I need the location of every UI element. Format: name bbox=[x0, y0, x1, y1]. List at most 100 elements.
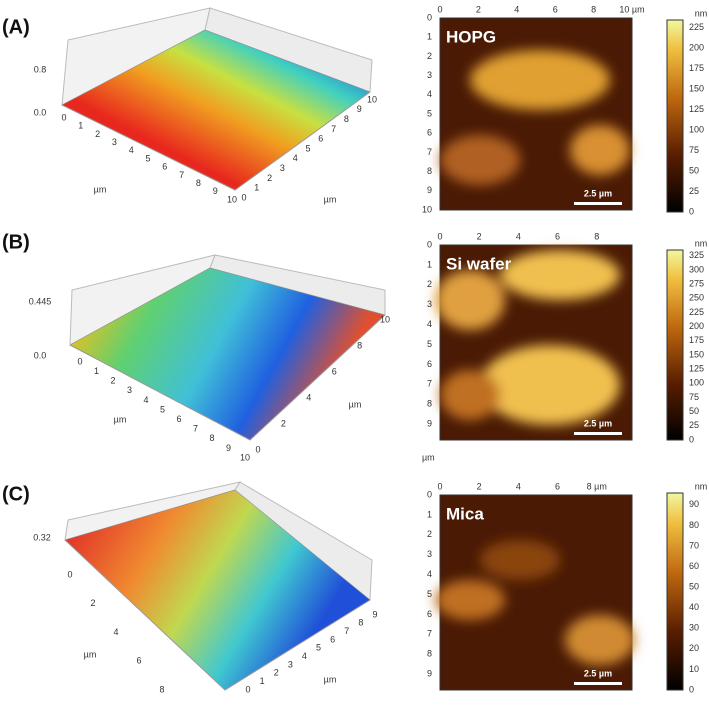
axis-tick-label: 10 bbox=[240, 452, 250, 462]
axis-tick-label: 2 bbox=[267, 173, 272, 183]
top-tick-label: 2 bbox=[476, 4, 481, 14]
axis-tick-label: 4 bbox=[143, 395, 148, 405]
left-tick-label: 0 bbox=[427, 489, 432, 499]
left-tick-label: 3 bbox=[427, 549, 432, 559]
axis-tick-label: 0 bbox=[67, 569, 72, 579]
axis-tick-label: 8 bbox=[358, 618, 363, 628]
scale-bar bbox=[574, 432, 622, 435]
colorbar bbox=[666, 492, 684, 691]
axis-unit: µm bbox=[94, 184, 107, 194]
colorbar-tick-label: 150 bbox=[689, 349, 704, 359]
colorbar-tick-label: 30 bbox=[689, 623, 699, 633]
axis-tick-label: 7 bbox=[179, 170, 184, 180]
colorbar-tick-label: 75 bbox=[689, 145, 699, 155]
panel-label: (B) bbox=[2, 231, 30, 253]
top-tick-label: 6 bbox=[553, 4, 558, 14]
z-tick-label: 0.0 bbox=[34, 107, 47, 117]
left-tick-label: 0 bbox=[427, 12, 432, 22]
axis-tick-label: 10 bbox=[227, 194, 237, 204]
colorbar-tick-label: 225 bbox=[689, 307, 704, 317]
left-tick-label: 2 bbox=[427, 529, 432, 539]
axis-tick-label: 10 bbox=[367, 94, 377, 104]
left-tick-label: 7 bbox=[427, 147, 432, 157]
scale-bar-label: 2.5 µm bbox=[584, 418, 612, 428]
afm-feature bbox=[435, 580, 505, 620]
axis-tick-label: 6 bbox=[330, 634, 335, 644]
left-tick-label: 5 bbox=[427, 339, 432, 349]
left-tick-label: 4 bbox=[427, 319, 432, 329]
axis-tick-label: 6 bbox=[176, 414, 181, 424]
top-tick-label: 8 µm bbox=[587, 481, 607, 491]
colorbar-unit: nm bbox=[695, 8, 708, 18]
axis-tick-label: 8 bbox=[357, 340, 362, 350]
axis-tick-label: 0 bbox=[77, 356, 82, 366]
afm-feature bbox=[480, 540, 560, 580]
top-tick-label: 4 bbox=[516, 481, 521, 491]
colorbar-tick-label: 0 bbox=[689, 206, 694, 216]
afm-feature bbox=[480, 345, 620, 425]
z-tick-label: 0.0 bbox=[34, 350, 47, 360]
colorbar-tick-label: 0 bbox=[689, 434, 694, 444]
colorbar-tick-label: 40 bbox=[689, 602, 699, 612]
axis-tick-label: 0 bbox=[255, 444, 260, 454]
left-tick-label: 1 bbox=[427, 509, 432, 519]
axis-tick-label: 9 bbox=[226, 443, 231, 453]
colorbar bbox=[666, 249, 684, 441]
axis-tick-label: 7 bbox=[344, 626, 349, 636]
axis-tick-label: 2 bbox=[95, 129, 100, 139]
axis-tick-label: 0 bbox=[245, 684, 250, 694]
image-name: Si wafer bbox=[446, 254, 512, 273]
axis-tick-label: 4 bbox=[113, 627, 118, 637]
afm-feature bbox=[440, 135, 520, 185]
left-tick-label: 5 bbox=[427, 108, 432, 118]
top-tick-label: 6 bbox=[555, 481, 560, 491]
axis-unit: µm bbox=[84, 649, 97, 659]
colorbar-tick-label: 225 bbox=[689, 22, 704, 32]
axis-tick-label: 5 bbox=[316, 643, 321, 653]
colorbar-tick-label: 0 bbox=[689, 684, 694, 694]
afm-texture bbox=[435, 250, 620, 425]
axis-tick-label: 3 bbox=[127, 385, 132, 395]
axis-tick-label: 3 bbox=[280, 163, 285, 173]
left-tick-label: 8 bbox=[427, 649, 432, 659]
left-tick-label: 9 bbox=[427, 185, 432, 195]
colorbar-tick-label: 100 bbox=[689, 378, 704, 388]
afm-texture bbox=[440, 50, 630, 185]
surface-front bbox=[64, 539, 371, 691]
colorbar-tick-label: 250 bbox=[689, 293, 704, 303]
left-tick-label: 2 bbox=[427, 279, 432, 289]
top-tick-label: 10 µm bbox=[619, 4, 644, 14]
left-tick-label: 7 bbox=[427, 629, 432, 639]
axis-unit: µm bbox=[349, 399, 362, 409]
top-tick-label: 6 bbox=[555, 231, 560, 241]
axis-tick-label: 0 bbox=[61, 112, 66, 122]
top-tick-label: 0 bbox=[437, 481, 442, 491]
axis-tick-label: 1 bbox=[260, 676, 265, 686]
top-tick-label: 2 bbox=[477, 481, 482, 491]
axis-tick-label: 8 bbox=[209, 433, 214, 443]
left-tick-label: 6 bbox=[427, 609, 432, 619]
afm-texture bbox=[435, 540, 635, 665]
colorbar-tick-label: 125 bbox=[689, 363, 704, 373]
afm-feature bbox=[435, 270, 505, 330]
top-tick-label: 8 bbox=[591, 4, 596, 14]
colorbar-tick-label: 150 bbox=[689, 83, 704, 93]
colorbar-tick-label: 25 bbox=[689, 186, 699, 196]
axis-unit: µm bbox=[324, 194, 337, 204]
colorbar-tick-label: 20 bbox=[689, 643, 699, 653]
colorbar-tick-label: 275 bbox=[689, 278, 704, 288]
top-tick-label: 0 bbox=[437, 231, 442, 241]
colorbar-unit: nm bbox=[695, 481, 708, 491]
colorbar-tick-label: 175 bbox=[689, 335, 704, 345]
colorbar bbox=[666, 19, 684, 213]
axis-tick-label: 10 bbox=[380, 314, 390, 324]
colorbar-tick-label: 200 bbox=[689, 321, 704, 331]
axis-tick-label: 9 bbox=[213, 186, 218, 196]
surface-front bbox=[69, 314, 386, 441]
colorbar-tick-label: 300 bbox=[689, 264, 704, 274]
colorbar-tick-label: 60 bbox=[689, 561, 699, 571]
left-tick-label: 5 bbox=[427, 589, 432, 599]
colorbar-unit: nm bbox=[695, 238, 708, 248]
axis-tick-label: 1 bbox=[254, 183, 259, 193]
